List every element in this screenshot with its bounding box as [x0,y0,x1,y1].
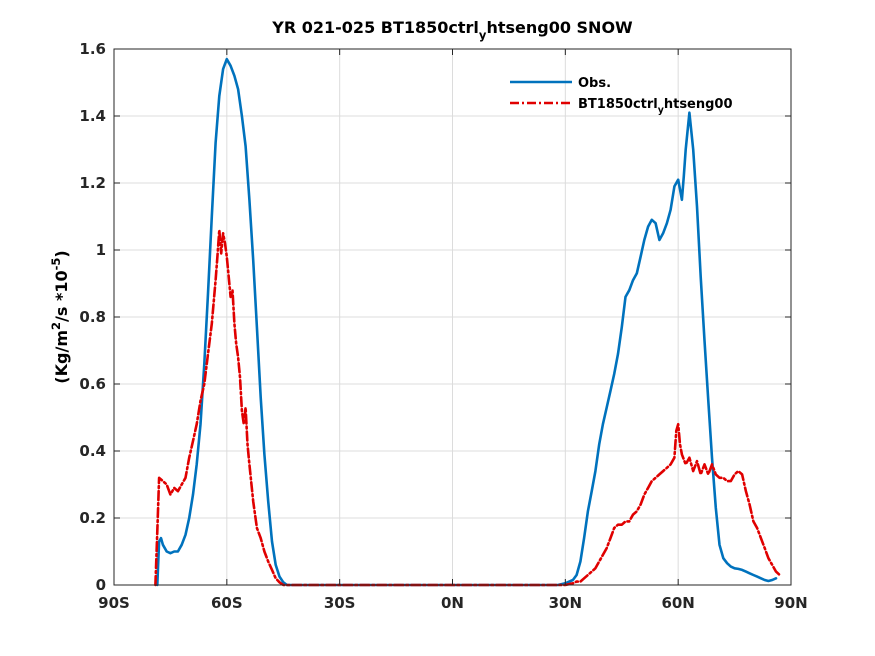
y-tick-label: 1 [96,241,106,259]
legend-label: BT1850ctrlyhtseng00 [578,97,733,116]
y-axis-label: (Kg/m2/s *10-5) [49,250,71,383]
y-tick-label: 0 [96,576,106,594]
x-tick-label: 90N [774,594,807,612]
y-tick-label: 1.6 [79,40,106,58]
x-tick-label: 0N [441,594,464,612]
series-line-model [154,228,781,587]
ticks: 90S 60S 30S 0N 30N 60N 90N 0 0.2 0.4 0.6 0.8 1 1.2 1.4… [79,40,807,612]
x-tick-label: 60N [661,594,694,612]
y-tick-label: 0.4 [79,442,106,460]
legend: Obs. BT1850ctrlyhtseng00 [510,76,733,116]
legend-label: Obs. [578,76,611,91]
y-tick-label: 0.2 [79,509,106,527]
x-tick-label: 30S [324,594,356,612]
x-tick-label: 30N [549,594,582,612]
series-lines [154,57,781,587]
y-tick-label: 1.2 [79,174,106,192]
y-tick-label: 0.6 [79,375,106,393]
chart-title: YR 021-025 BT1850ctrlyhtseng00 SNOW [271,18,633,42]
x-tick-label: 60S [211,594,243,612]
y-tick-label: 1.4 [79,107,106,125]
x-tick-label: 90S [98,594,130,612]
y-tick-label: 0.8 [79,308,106,326]
